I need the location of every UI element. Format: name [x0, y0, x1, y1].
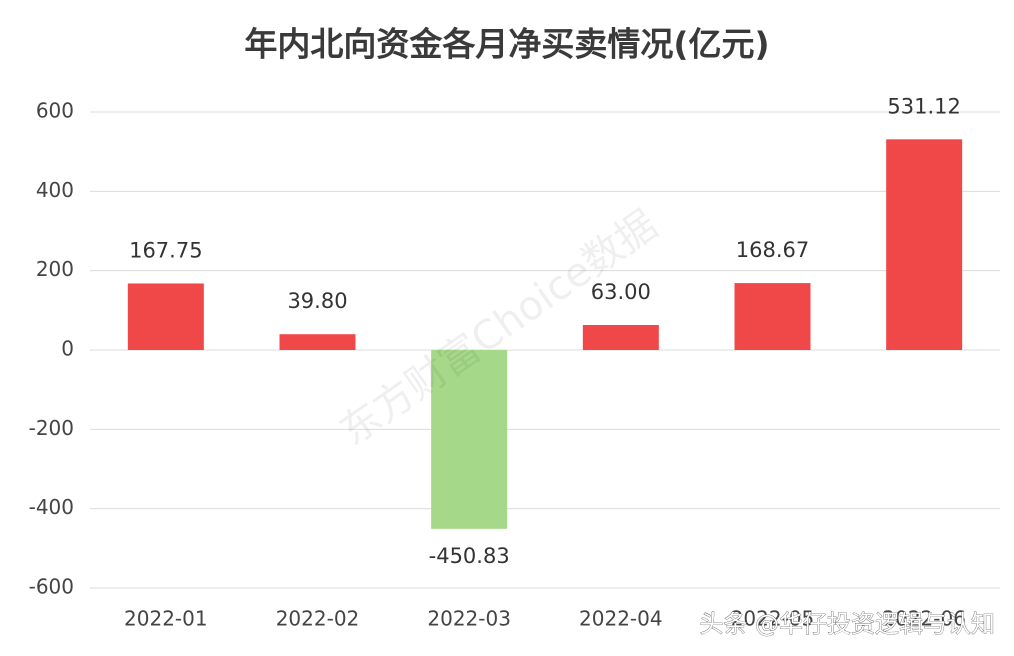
chart-title: 年内北向资金各月净买卖情况(亿元) — [244, 25, 769, 64]
watermark: 头条 @华仔投资逻辑与认知 — [699, 610, 995, 638]
data-label: 63.00 — [591, 280, 651, 304]
bar — [886, 139, 963, 350]
y-tick-label: -600 — [29, 575, 74, 599]
x-tick-label: 2022-04 — [579, 607, 663, 631]
y-tick-label: 600 — [36, 99, 74, 123]
data-label: 531.12 — [887, 94, 960, 118]
y-tick-label: 200 — [36, 257, 74, 281]
x-tick-label: 2022-03 — [427, 607, 511, 631]
data-label: 39.80 — [287, 289, 347, 313]
data-label: 168.67 — [736, 238, 809, 262]
x-tick-label: 2022-05 — [731, 607, 815, 631]
bar — [431, 350, 508, 529]
y-tick-label: 400 — [36, 178, 74, 202]
bar — [734, 283, 811, 350]
y-tick-label: -400 — [29, 495, 74, 519]
bar — [279, 334, 356, 350]
x-tick-label: 2022-06 — [882, 607, 966, 631]
data-label: 167.75 — [129, 238, 202, 262]
y-tick-label: -200 — [29, 416, 74, 440]
bar — [127, 283, 204, 350]
x-tick-label: 2022-01 — [124, 607, 208, 631]
bar — [582, 325, 659, 350]
y-tick-label: 0 — [61, 337, 74, 361]
x-tick-label: 2022-02 — [276, 607, 360, 631]
data-label: -450.83 — [429, 544, 510, 568]
